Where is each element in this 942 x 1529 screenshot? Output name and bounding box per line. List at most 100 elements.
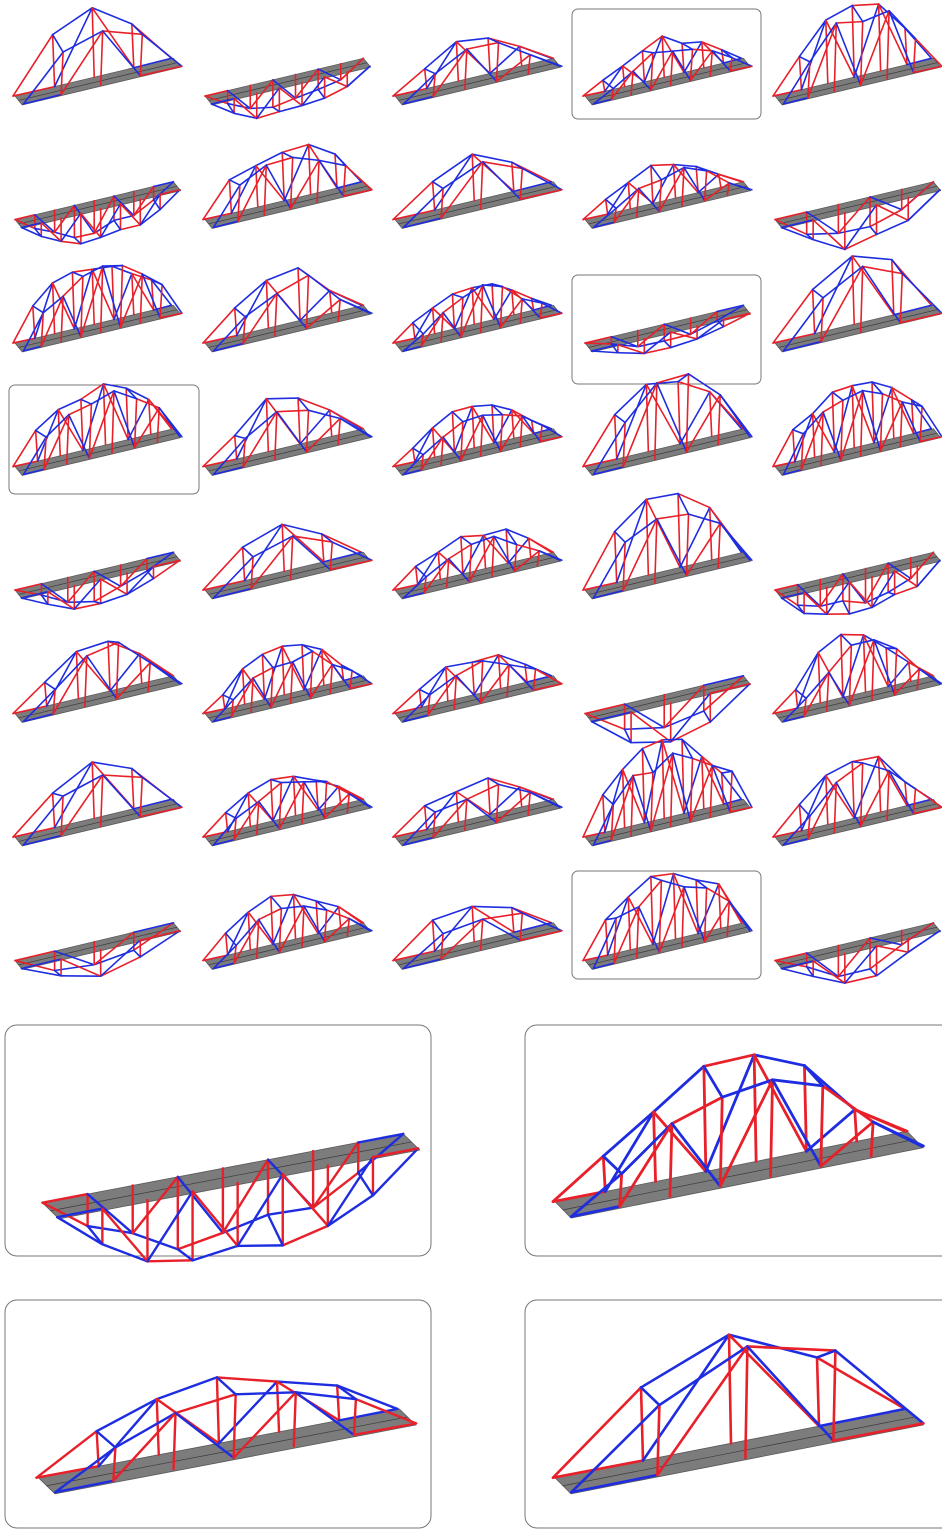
truss-chord xyxy=(277,1382,337,1386)
truss-vertical xyxy=(112,266,114,319)
truss-chord xyxy=(413,308,433,323)
truss-brace xyxy=(134,950,140,957)
bridge xyxy=(13,384,182,476)
truss-chord xyxy=(266,398,298,399)
truss-brace xyxy=(114,220,120,229)
truss-vertical xyxy=(157,1399,159,1455)
truss-brace xyxy=(799,804,809,816)
truss-vertical xyxy=(309,144,311,194)
truss-chord xyxy=(13,35,53,96)
truss-chord xyxy=(226,793,249,813)
truss-diagonal xyxy=(608,182,629,214)
truss-diagonal xyxy=(103,775,141,817)
truss-chord xyxy=(279,106,302,112)
truss-vertical xyxy=(337,1386,339,1421)
truss-vertical xyxy=(687,374,689,452)
truss-brace xyxy=(271,896,281,908)
truss-vertical xyxy=(339,907,341,928)
truss-diagonal xyxy=(657,383,687,452)
truss-chord xyxy=(615,499,647,531)
truss-chord xyxy=(674,165,697,167)
truss-diagonal xyxy=(684,887,705,942)
truss-chord xyxy=(103,775,143,777)
truss-vertical xyxy=(719,884,721,928)
truss-brace xyxy=(461,537,471,545)
truss-vertical xyxy=(654,1112,656,1182)
deck-centerline xyxy=(589,557,747,595)
truss-chord xyxy=(661,880,684,886)
truss-diagonal xyxy=(680,392,710,444)
truss-diagonal xyxy=(339,786,364,799)
truss-chord xyxy=(140,210,160,225)
truss-chord xyxy=(623,51,643,66)
truss-chord xyxy=(807,233,839,234)
truss-chord xyxy=(273,98,296,107)
truss-chord xyxy=(817,1357,905,1408)
truss-brace xyxy=(226,813,236,819)
bridge xyxy=(393,529,562,599)
truss-vertical xyxy=(45,682,47,706)
deck-centerline xyxy=(399,927,557,965)
truss-vertical xyxy=(754,1055,756,1162)
truss-brace xyxy=(298,268,308,275)
truss-chord xyxy=(639,180,662,189)
truss-vertical xyxy=(492,284,494,319)
truss-vertical xyxy=(704,1066,706,1171)
truss-chord xyxy=(678,494,710,508)
bridge xyxy=(583,36,752,105)
truss-vertical xyxy=(674,165,676,198)
truss-diagonal xyxy=(472,906,514,932)
truss-chord xyxy=(843,601,866,603)
truss-diagonal xyxy=(889,11,913,73)
truss-brace xyxy=(318,90,324,99)
deck-centerline xyxy=(19,63,177,101)
truss-chord xyxy=(271,895,294,897)
truss-chord xyxy=(108,641,140,653)
truss-chord xyxy=(616,189,639,209)
truss-vertical xyxy=(886,648,888,687)
truss-chord xyxy=(325,86,348,98)
truss-brace xyxy=(704,711,710,722)
truss-chord xyxy=(682,42,702,43)
truss-diagonal xyxy=(149,399,174,428)
truss-brace xyxy=(642,51,652,53)
truss-vertical xyxy=(892,260,894,315)
truss-chord xyxy=(651,874,674,877)
deck-centerline xyxy=(563,1417,915,1486)
truss-vertical xyxy=(36,430,38,461)
truss-brace xyxy=(273,107,279,111)
truss-vertical xyxy=(152,280,154,310)
bridge xyxy=(203,144,372,228)
bridge xyxy=(13,8,182,105)
truss-diagonal xyxy=(101,579,127,594)
truss-vertical xyxy=(282,646,284,694)
truss-chord xyxy=(659,1346,747,1405)
truss-diagonal xyxy=(698,884,719,934)
bridge xyxy=(775,552,941,614)
deck-centerline xyxy=(589,927,747,965)
truss-chord xyxy=(240,165,266,185)
truss-brace xyxy=(642,749,652,773)
truss-vertical xyxy=(472,406,474,447)
truss-vertical xyxy=(671,753,673,826)
truss-chord xyxy=(852,4,878,5)
truss-brace xyxy=(262,654,272,667)
truss-chord xyxy=(63,31,103,52)
truss-chord xyxy=(673,49,693,51)
truss-brace xyxy=(223,695,233,700)
truss-diagonal xyxy=(147,1191,192,1261)
truss-vertical xyxy=(852,256,854,324)
truss-vertical xyxy=(425,69,427,89)
truss-vertical xyxy=(108,641,110,691)
truss-brace xyxy=(235,308,245,317)
truss-chord xyxy=(646,494,678,500)
truss-chord xyxy=(642,740,662,749)
truss-brace xyxy=(108,641,118,642)
truss-chord xyxy=(217,1377,277,1381)
truss-diagonal xyxy=(605,769,623,832)
truss-chord xyxy=(467,43,499,50)
truss-vertical xyxy=(425,806,427,830)
page: (() => { const data = JSON.parse(documen… xyxy=(0,0,942,1529)
deck-centerline xyxy=(589,310,747,348)
truss-chord xyxy=(585,343,611,344)
